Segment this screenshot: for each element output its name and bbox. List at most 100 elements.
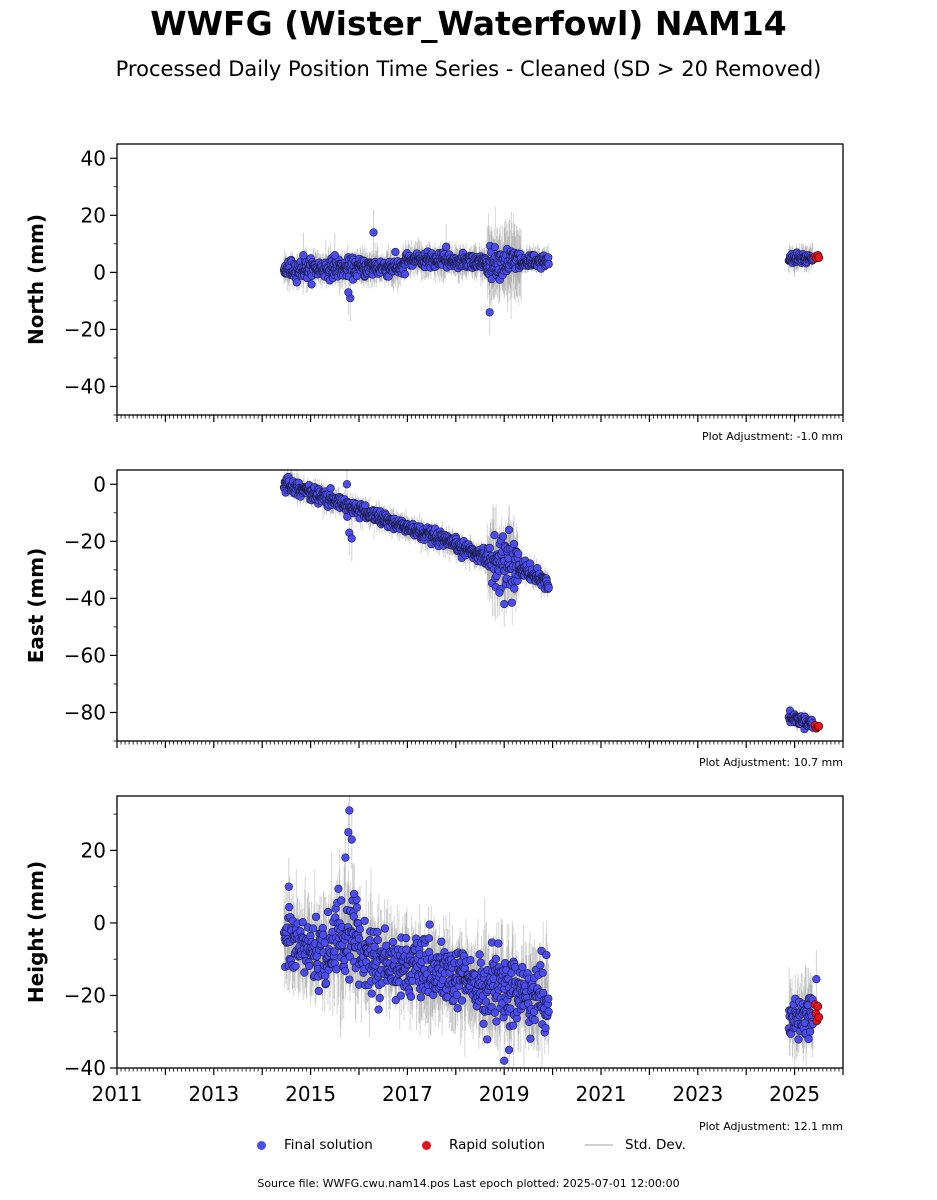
final-point: [292, 278, 301, 287]
final-point: [544, 253, 553, 262]
plot-frame: [116, 143, 844, 416]
final-point: [323, 907, 333, 917]
final-point: [350, 889, 359, 899]
final-point: [475, 950, 484, 959]
final-point: [396, 991, 406, 1000]
final-point: [382, 941, 391, 950]
final-point: [494, 939, 503, 948]
final-point: [370, 942, 379, 951]
y-tick-label: −40: [64, 586, 106, 610]
plot-frame: [116, 469, 844, 742]
final-point: [345, 975, 354, 984]
final-point: [507, 968, 516, 978]
final-point: [355, 924, 364, 934]
final-points: [279, 806, 821, 1065]
chart-title: WWFG (Wister_Waterfowl) NAM14: [150, 4, 787, 43]
final-point: [311, 912, 321, 921]
rapid-point: [814, 721, 824, 731]
final-point: [345, 952, 354, 961]
final-point: [544, 583, 553, 593]
final-point: [500, 1056, 509, 1065]
final-point: [365, 936, 374, 945]
final-point: [352, 903, 362, 912]
final-point: [402, 933, 411, 943]
final-point: [794, 1035, 803, 1044]
final-point: [509, 539, 518, 549]
final-point: [506, 1004, 515, 1013]
final-point: [485, 543, 494, 553]
final-point: [360, 916, 369, 925]
final-point: [518, 962, 527, 972]
final-point: [544, 994, 553, 1003]
final-point: [498, 532, 508, 541]
final-point: [466, 956, 475, 965]
final-point: [347, 534, 356, 543]
plot-adjustment: Plot Adjustment: 10.7 mm: [699, 756, 843, 769]
final-point: [495, 588, 504, 597]
final-point: [481, 997, 491, 1006]
final-point: [406, 992, 416, 1001]
panel-2: 2011 2013 2015 2017 2019 2021 2023 2025−40−2002…: [24, 795, 844, 1133]
final-point: [526, 1034, 535, 1043]
final-point: [298, 918, 307, 927]
final-point: [380, 924, 390, 933]
final-point: [341, 853, 350, 862]
final-point: [530, 1016, 539, 1025]
final-point: [309, 924, 318, 933]
y-tick-label: −20: [64, 317, 106, 341]
final-point: [416, 993, 425, 1002]
final-point: [538, 968, 547, 977]
std-dev-bars: [283, 796, 817, 1068]
final-point: [504, 1045, 514, 1054]
final-point: [307, 280, 316, 289]
final-point: [479, 1019, 488, 1028]
rapid-point: [813, 1002, 823, 1011]
final-point: [490, 243, 500, 252]
rapid-point: [814, 253, 824, 262]
rapid-point: [814, 1012, 824, 1022]
final-point: [388, 937, 398, 947]
final-point: [300, 968, 309, 977]
y-tick-label: 0: [93, 472, 106, 496]
y-tick-label: −80: [64, 700, 106, 724]
y-tick-label: 0: [93, 260, 106, 284]
final-point: [342, 480, 352, 489]
final-point: [536, 961, 545, 970]
final-point: [374, 1005, 383, 1014]
y-tick-label: −40: [64, 374, 106, 398]
final-point: [483, 1035, 492, 1044]
final-point: [424, 934, 433, 943]
final-point: [373, 927, 382, 937]
final-point: [391, 996, 400, 1005]
final-point: [402, 945, 411, 954]
y-axis-label: East (mm): [24, 548, 48, 664]
final-point: [490, 531, 499, 540]
final-point: [314, 986, 323, 996]
final-point: [284, 882, 293, 891]
final-point: [344, 288, 353, 297]
final-point: [510, 584, 519, 593]
final-point: [341, 966, 350, 976]
y-tick-label: −60: [64, 643, 106, 667]
final-point: [457, 996, 467, 1005]
final-point: [305, 961, 314, 971]
final-point: [509, 1021, 518, 1030]
final-point: [504, 525, 514, 535]
final-point: [391, 247, 400, 257]
panel-1: −80 −60 −40 −20 0 East (mm) Plot Adjustment: 1…: [24, 469, 844, 769]
y-tick-label: −20: [64, 529, 106, 553]
final-point: [425, 920, 434, 929]
final-point: [285, 902, 294, 912]
final-point: [490, 1008, 499, 1017]
final-point: [514, 549, 523, 558]
final-point: [507, 598, 516, 607]
panel-data-0: [279, 206, 824, 336]
final-point: [485, 308, 494, 317]
final-point: [453, 1004, 462, 1013]
plot-adjustment: Plot Adjustment: -1.0 mm: [702, 430, 843, 443]
y-tick-label: 40: [81, 146, 106, 170]
chart-subtitle: Processed Daily Position Time Series - C…: [115, 57, 822, 81]
final-point: [369, 228, 378, 237]
final-point: [330, 947, 339, 956]
